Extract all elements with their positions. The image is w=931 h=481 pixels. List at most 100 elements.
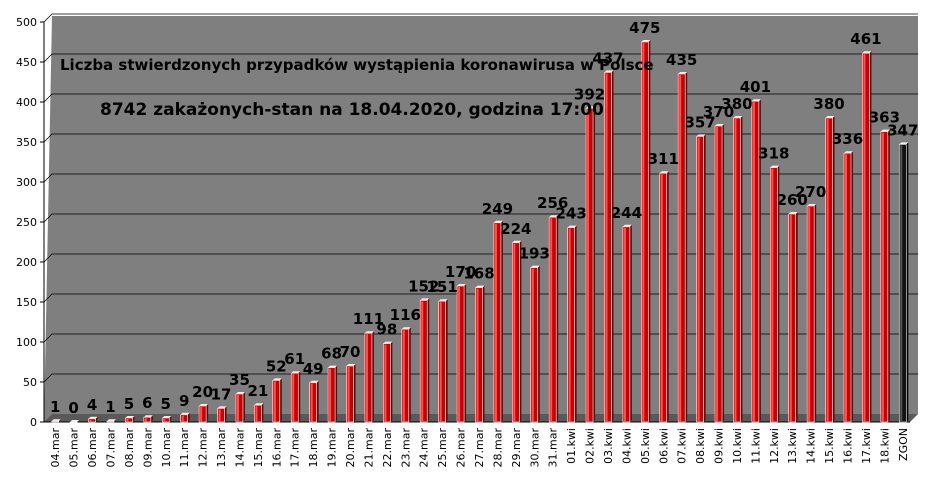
x-tick-label: 16.kwi bbox=[842, 428, 855, 464]
bar-side bbox=[113, 419, 116, 422]
y-tick-label: 500 bbox=[16, 16, 37, 29]
bar bbox=[364, 331, 374, 423]
bar-top bbox=[162, 416, 172, 418]
data-label: 475 bbox=[629, 19, 660, 37]
data-label: 6 bbox=[142, 394, 152, 412]
bar-side bbox=[611, 70, 614, 423]
x-tick-label: 23.mar bbox=[399, 428, 412, 468]
bar-side bbox=[593, 106, 596, 423]
bar-side bbox=[703, 134, 706, 422]
data-label: 1 bbox=[105, 398, 115, 416]
y-axis: 0 50 100 150 200 250 300 350 400 450 500 bbox=[16, 16, 44, 429]
x-tick-label: 03.kwi bbox=[602, 428, 615, 464]
bar-highlight bbox=[826, 119, 829, 422]
x-tick-label: 05.kwi bbox=[639, 428, 652, 464]
x-tick-label: 08.mar bbox=[123, 428, 136, 468]
bar-side bbox=[206, 404, 209, 422]
bar-top bbox=[622, 224, 632, 227]
bar-highlight bbox=[900, 145, 903, 422]
bar-side bbox=[629, 224, 632, 422]
data-label: 52 bbox=[266, 357, 287, 375]
bar-side bbox=[519, 240, 522, 422]
bar bbox=[69, 420, 80, 423]
data-label: 116 bbox=[390, 306, 421, 324]
bar-highlight bbox=[255, 406, 258, 422]
data-label: 243 bbox=[555, 205, 586, 223]
bar-side bbox=[482, 285, 485, 422]
x-tick-label: 12.mar bbox=[197, 428, 210, 468]
bar bbox=[604, 70, 614, 423]
x-tick-label: 18.mar bbox=[307, 428, 320, 468]
data-label: 5 bbox=[124, 395, 134, 413]
x-tick-label: 24.mar bbox=[418, 428, 431, 468]
bar-highlight bbox=[752, 102, 755, 422]
bars bbox=[51, 40, 909, 423]
bar-top bbox=[235, 392, 245, 394]
data-label: 1 bbox=[50, 398, 60, 416]
bar bbox=[106, 419, 116, 423]
bar-highlight bbox=[384, 344, 387, 422]
x-tick-label: 02.kwi bbox=[584, 428, 597, 464]
y-tick-label: 300 bbox=[16, 176, 37, 189]
bar-top bbox=[106, 419, 116, 422]
x-tick-label: ZGON bbox=[897, 428, 910, 461]
bar bbox=[512, 240, 522, 423]
bar-highlight bbox=[808, 207, 811, 422]
bar bbox=[751, 99, 761, 423]
bar bbox=[696, 134, 706, 423]
bar-side bbox=[887, 129, 890, 422]
bar-side bbox=[150, 415, 153, 422]
bar-highlight bbox=[476, 288, 479, 422]
bar-highlight bbox=[402, 330, 405, 422]
data-label: 193 bbox=[519, 245, 550, 263]
bar-highlight bbox=[531, 268, 534, 422]
x-tick-label: 05.mar bbox=[68, 428, 81, 468]
x-tick-label: 17.kwi bbox=[860, 428, 873, 464]
data-label: 61 bbox=[284, 350, 305, 368]
x-tick-label: 10.mar bbox=[160, 428, 173, 468]
data-label: 224 bbox=[500, 220, 531, 238]
x-tick-label: 08.kwi bbox=[694, 428, 707, 464]
bar-top bbox=[346, 364, 356, 366]
x-tick-label: 11.mar bbox=[178, 428, 191, 468]
bar-side bbox=[316, 380, 319, 422]
bar bbox=[143, 415, 153, 423]
bar-side bbox=[814, 204, 817, 422]
bar-side bbox=[261, 403, 264, 422]
x-tick-label: 14.mar bbox=[233, 428, 246, 468]
data-label: 461 bbox=[850, 30, 881, 48]
bar-top bbox=[751, 99, 761, 102]
bar-top bbox=[125, 416, 135, 418]
x-tick-label: 09.mar bbox=[141, 428, 154, 468]
data-label: 9 bbox=[179, 392, 189, 410]
bar bbox=[198, 404, 209, 423]
bar bbox=[898, 142, 909, 423]
bar-top bbox=[272, 378, 282, 381]
bar-top bbox=[549, 215, 559, 218]
data-label: 20 bbox=[192, 383, 213, 401]
bar-highlight bbox=[458, 287, 461, 422]
data-label: 170 bbox=[445, 263, 476, 281]
bar-side bbox=[464, 284, 467, 422]
bar-highlight bbox=[292, 374, 295, 422]
bar-highlight bbox=[421, 301, 424, 422]
bar bbox=[290, 371, 301, 423]
y-tick-label: 450 bbox=[16, 56, 37, 69]
gridline bbox=[43, 93, 918, 103]
bar-side bbox=[353, 364, 356, 422]
data-label: 380 bbox=[721, 95, 752, 113]
bar bbox=[475, 285, 485, 423]
data-label: 152 bbox=[408, 277, 439, 295]
bar bbox=[456, 284, 467, 423]
data-label: 311 bbox=[648, 150, 679, 168]
x-tick-label: 15.kwi bbox=[823, 428, 836, 464]
y-tick-label: 100 bbox=[16, 336, 37, 349]
y-tick-label: 50 bbox=[23, 376, 37, 389]
bar-highlight bbox=[144, 418, 147, 422]
bar-top bbox=[862, 51, 872, 54]
bar-top bbox=[493, 220, 503, 223]
bar-top bbox=[143, 415, 153, 418]
bar-side bbox=[832, 116, 835, 422]
bar-top bbox=[438, 299, 448, 302]
